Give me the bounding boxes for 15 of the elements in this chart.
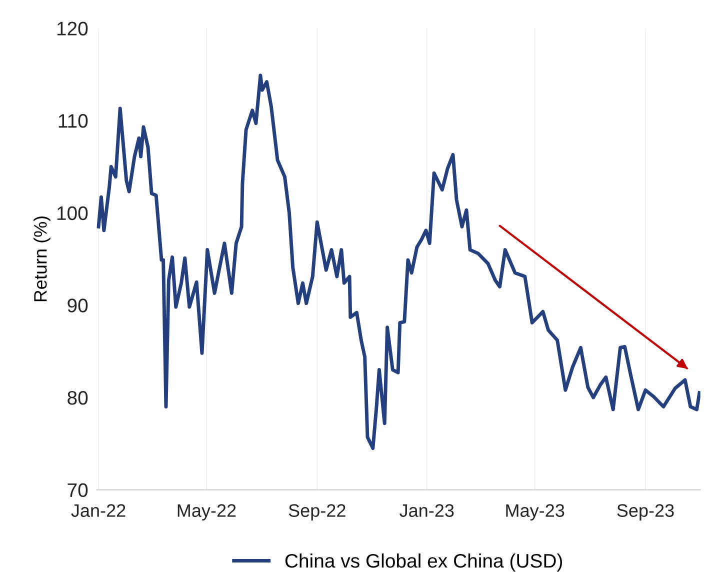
x-tick-label: May-22 (178, 504, 236, 521)
y-tick-label: 110 (58, 114, 88, 128)
legend-label: China vs Global ex China (USD) (285, 553, 562, 572)
x-tick-label: Sep-23 (617, 504, 674, 521)
y-tick-label: 120 (57, 22, 88, 36)
x-tick-label: Sep-22 (288, 504, 346, 521)
x-tick-label: Jan-22 (71, 504, 126, 517)
y-tick-label: 70 (68, 483, 88, 498)
y-tick-label: 100 (57, 206, 88, 220)
y-tick-label: 80 (68, 390, 88, 405)
y-axis-title: Return (%) (34, 216, 50, 302)
y-tick-label: 90 (68, 298, 88, 312)
x-tick-label: Jan-23 (400, 504, 454, 517)
x-tick-label: May-23 (506, 504, 564, 521)
line-series (96, 74, 700, 450)
